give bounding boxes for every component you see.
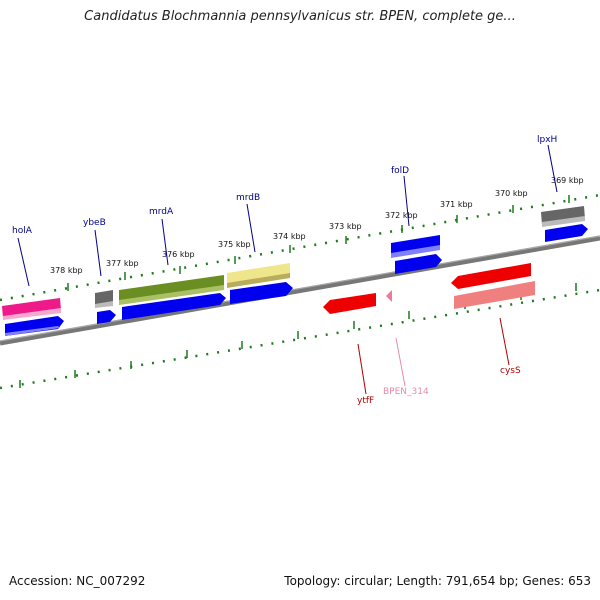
gene-label-cysS: cysS <box>500 366 521 376</box>
outer-ruler <box>0 193 600 302</box>
genome-backbone <box>0 235 600 346</box>
gene-label-ybeB: ybeB <box>83 218 106 228</box>
tick-label-377: 377 kbp <box>106 259 139 268</box>
tick-label-375: 375 kbp <box>218 240 251 249</box>
inner-ruler <box>0 288 600 390</box>
gene-label-holA: holA <box>12 226 33 236</box>
tick-label-371: 371 kbp <box>440 200 473 209</box>
tick-label-369: 369 kbp <box>551 176 584 185</box>
ruler-ticks <box>67 195 570 291</box>
gene-cysS[interactable] <box>451 263 531 289</box>
gene-arrow-ybeB-2[interactable] <box>97 310 116 324</box>
gene-arrow-folD-2[interactable] <box>395 254 442 274</box>
gene-label-lpxH: lpxH <box>537 135 557 145</box>
gene-ytfF[interactable] <box>323 293 376 314</box>
accession-text: Accession: NC_007292 <box>9 574 146 588</box>
gene-BPEN_314[interactable] <box>386 290 392 302</box>
gene-mrdB[interactable] <box>227 263 290 288</box>
tick-label-373: 373 kbp <box>329 222 362 231</box>
gene-cysS-2[interactable] <box>454 281 535 309</box>
map-title: Candidatus Blochmannia pennsylvanicus st… <box>84 9 516 24</box>
gene-arrow-mrdA-2[interactable] <box>122 293 226 320</box>
gene-mrdA[interactable] <box>119 275 224 305</box>
tick-label-374: 374 kbp <box>273 232 306 241</box>
tick-label-370: 370 kbp <box>495 189 528 198</box>
gene-holA[interactable] <box>2 298 61 320</box>
tick-label-372: 372 kbp <box>385 211 418 220</box>
gene-ybeB[interactable] <box>95 290 113 308</box>
gene-leader-lines <box>17 144 558 395</box>
gene-label-ytfF: ytfF <box>357 396 374 406</box>
tick-label-378: 378 kbp <box>50 266 83 275</box>
gene-arrow-holA-2[interactable] <box>5 316 64 336</box>
gene-label-BPEN_314: BPEN_314 <box>383 387 429 397</box>
gene-label-mrdB: mrdB <box>236 193 260 203</box>
tick-label-376: 376 kbp <box>162 250 195 259</box>
gene-label-mrdA: mrdA <box>149 207 174 217</box>
gene-arrow-lpxH-2[interactable] <box>545 224 588 242</box>
gene-arrow-mrdB-2[interactable] <box>230 282 293 304</box>
topology-text: Topology: circular; Length: 791,654 bp; … <box>284 574 591 588</box>
gene-lpxH[interactable] <box>541 206 585 227</box>
gene-label-folD: folD <box>391 166 409 176</box>
gene-folD[interactable] <box>391 235 440 258</box>
